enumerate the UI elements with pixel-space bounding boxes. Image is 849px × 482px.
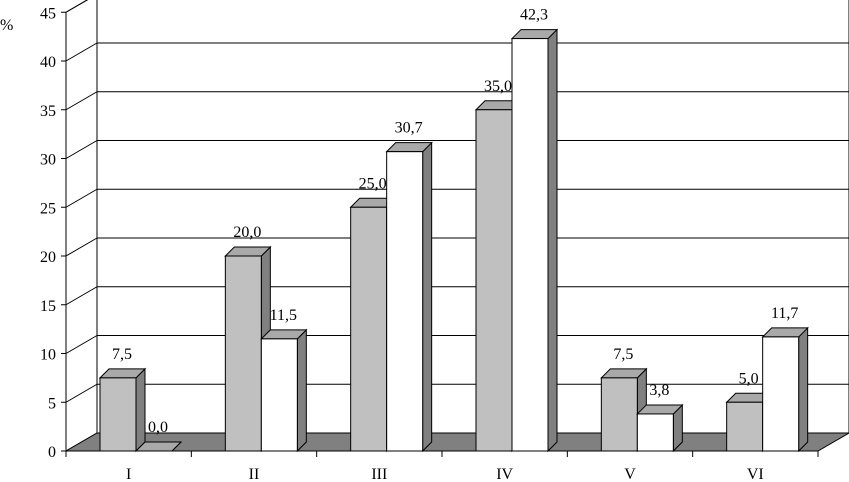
- bar-side: [135, 367, 146, 453]
- gridline-side: [65, 188, 98, 208]
- bar: [386, 151, 424, 452]
- bar: [260, 338, 298, 452]
- data-label: 5,0: [739, 370, 759, 387]
- data-label: 11,5: [270, 307, 297, 324]
- data-label: 7,5: [112, 346, 132, 363]
- gridline-side: [65, 91, 98, 111]
- bar-side: [296, 328, 307, 453]
- y-tick-label: 30: [40, 152, 56, 169]
- gridline-side: [65, 286, 98, 306]
- x-tick-label: V: [624, 466, 636, 482]
- data-label: 3,8: [649, 382, 669, 399]
- y-tick-label: 15: [40, 298, 56, 315]
- y-tick-label: 35: [40, 103, 56, 120]
- data-label: 25,0: [359, 175, 387, 192]
- data-label: 0,0: [148, 419, 168, 436]
- y-tick-label: 40: [40, 54, 56, 71]
- gridline-side: [65, 0, 89, 13]
- back-wall: [96, 0, 849, 434]
- bar-side: [547, 28, 558, 453]
- bar: [99, 377, 137, 452]
- x-tick-label: II: [249, 466, 260, 482]
- x-tick-label: III: [371, 466, 387, 482]
- data-label: 20,0: [233, 224, 261, 241]
- y-tick-label: 10: [40, 347, 56, 364]
- gridline-side: [65, 140, 98, 159]
- gridline-side: [65, 335, 98, 354]
- data-label: 42,3: [520, 7, 548, 24]
- x-tick-label: I: [126, 466, 131, 482]
- data-label: 35,0: [484, 78, 512, 95]
- data-label: 11,7: [771, 305, 798, 322]
- x-tick-label: VI: [747, 466, 764, 482]
- y-tick-label: 45: [40, 5, 56, 22]
- data-label: 7,5: [613, 346, 633, 363]
- chart-gridlines: [65, 0, 849, 452]
- y-tick-label: 25: [40, 200, 56, 217]
- gridline-side: [65, 237, 98, 257]
- bar: [726, 401, 764, 452]
- chart-bars: [98, 28, 809, 453]
- x-tick-label: IV: [496, 466, 513, 482]
- chart-axes: [61, 11, 819, 457]
- bar-side: [422, 141, 433, 453]
- bar: [224, 255, 262, 452]
- bar: [511, 38, 549, 452]
- y-unit-label: %: [0, 17, 13, 34]
- bar: [636, 413, 674, 452]
- y-tick-label: 5: [48, 395, 56, 412]
- chart-walls: [65, 0, 849, 451]
- y-tick-label: 20: [40, 249, 56, 266]
- y-tick-label: 0: [48, 444, 56, 461]
- bar-side: [798, 326, 809, 453]
- gridline-side: [65, 383, 98, 403]
- bar: [475, 109, 513, 452]
- bar: [600, 377, 638, 452]
- bar: [350, 206, 388, 452]
- side-wall: [65, 0, 89, 451]
- data-label: 30,7: [395, 120, 423, 137]
- bar: [762, 336, 800, 452]
- gridline-side: [65, 42, 98, 62]
